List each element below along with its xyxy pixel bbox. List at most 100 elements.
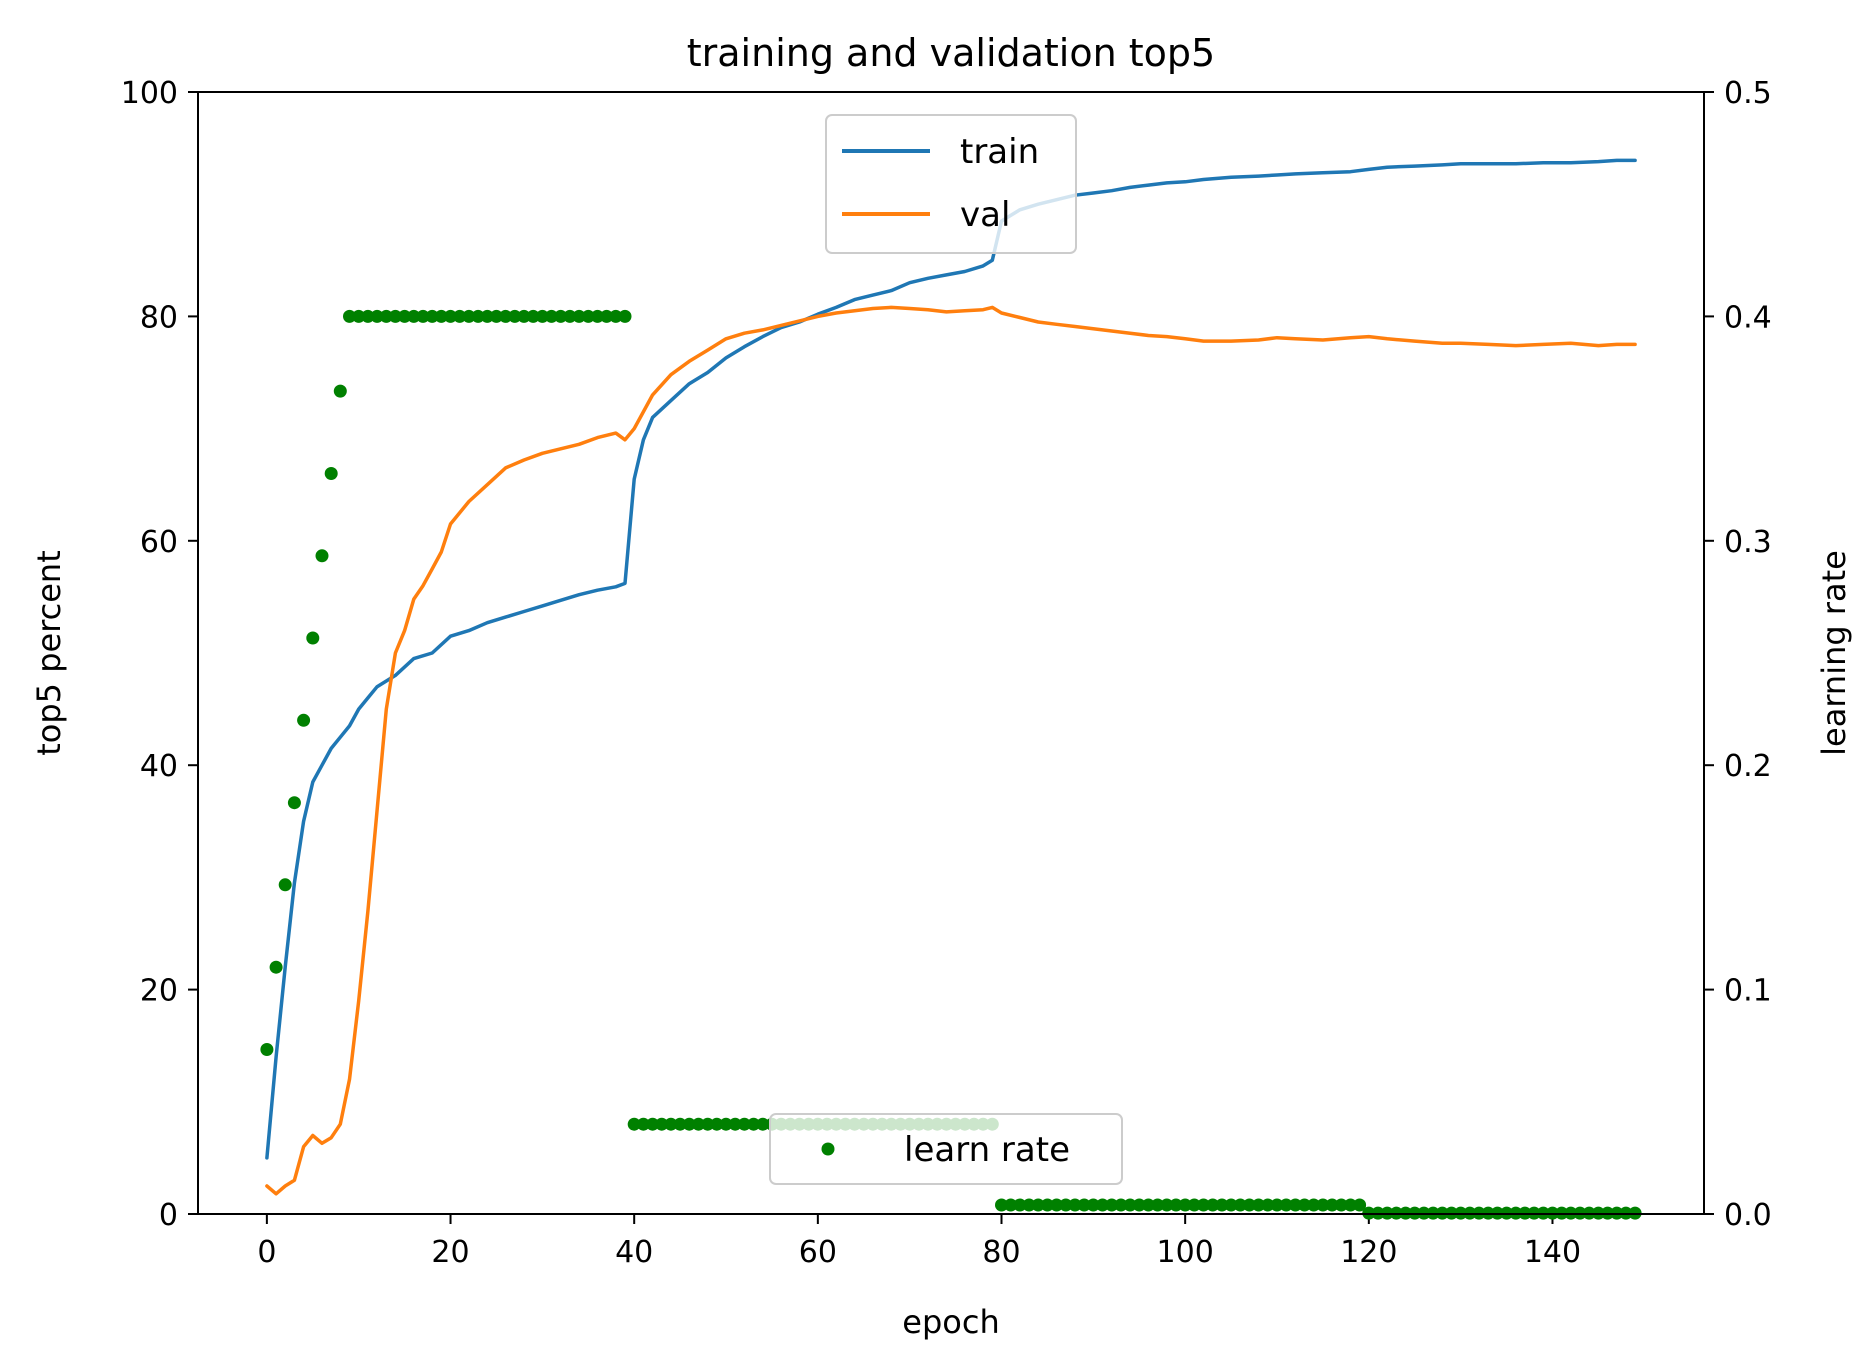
series-learn-rate-point <box>1178 1198 1192 1212</box>
series-learn-rate-point <box>1105 1198 1119 1212</box>
y-axis-label: top5 percent <box>30 550 68 756</box>
series-val-line <box>265 305 1637 1196</box>
series-learn-rate-point <box>1215 1198 1229 1212</box>
y-tick-label: 0 <box>159 1198 178 1233</box>
series-learn-rate-point <box>453 309 467 323</box>
series-learn-rate-point <box>398 309 412 323</box>
series-learn-rate-point <box>1288 1198 1302 1212</box>
series-learn-rate-point <box>1252 1198 1266 1212</box>
y2-tick-label: 0.0 <box>1724 1198 1772 1233</box>
plot-frame <box>197 91 1705 1215</box>
series-learn-rate-point <box>526 309 540 323</box>
series-learn-rate-point <box>535 309 549 323</box>
series-learn-rate-point <box>278 878 292 892</box>
series-learn-rate-point <box>655 1117 669 1131</box>
series-learn-rate-point <box>1068 1198 1082 1212</box>
x-axis-ticks: 0 20 40 60 80 100 120 140 <box>257 1214 1581 1270</box>
series-learn-rate-point <box>591 309 604 323</box>
y-tick-label: 80 <box>140 300 178 335</box>
y2-axis-label: learning rate <box>1815 550 1853 756</box>
y-axis-ticks: 0 20 40 60 80 100 <box>121 76 198 1233</box>
series-learn-rate-point <box>370 309 384 323</box>
series-learn-rate-point <box>545 309 558 323</box>
series-learn-rate-point <box>1169 1198 1183 1212</box>
series-learn-rate-point <box>609 309 623 323</box>
y-tick-label: 100 <box>121 76 178 111</box>
series-learn-rate-point <box>1344 1198 1357 1212</box>
y2-tick-label: 0.3 <box>1724 525 1772 560</box>
series-learn-rate-point <box>673 1117 687 1131</box>
series-learn-rate-point <box>1233 1198 1247 1212</box>
series-learn-rate-point <box>1077 1198 1091 1212</box>
series-learn-rate-point <box>1132 1198 1146 1212</box>
series-learn-rate-point <box>1141 1198 1155 1212</box>
series-learn-rate-point <box>701 1117 715 1131</box>
series-learn-rate-point <box>416 309 430 323</box>
series-learn-rate-point <box>737 1117 751 1131</box>
series-learn-rate-point <box>664 1117 678 1131</box>
series-learn-rate-point <box>636 1117 650 1131</box>
series-learn-rate-point <box>682 1117 696 1131</box>
legend-val-label: val <box>960 195 1010 235</box>
series-learn-rate-point <box>756 1117 770 1131</box>
series-learn-rate-point <box>333 384 347 398</box>
series-learn-rate-point <box>388 309 402 323</box>
series-learn-rate-point <box>425 309 439 323</box>
y-tick-label: 60 <box>140 525 178 560</box>
legend-train-label: train <box>960 132 1039 172</box>
series-learn-rate-point <box>1086 1198 1100 1212</box>
x-tick-label: 120 <box>1340 1235 1397 1270</box>
series-learn-rate-point <box>444 309 457 323</box>
series-learn-rate-point <box>1059 1198 1073 1212</box>
series-learn-rate-point <box>1187 1198 1201 1212</box>
series-learn-rate-point <box>1096 1198 1109 1212</box>
legend-learn-rate-marker <box>821 1142 835 1156</box>
y-tick-label: 20 <box>140 974 178 1009</box>
x-axis-label: epoch <box>902 1303 999 1341</box>
series-learn-rate-point <box>517 309 531 323</box>
series-learn-rate-point <box>995 1198 1008 1212</box>
series-learn-rate-point <box>1114 1198 1128 1212</box>
series-learn-rate-point <box>489 309 503 323</box>
series-learn-rate-point <box>747 1117 761 1131</box>
series-learn-rate-point <box>719 1117 733 1131</box>
series-learn-rate-point <box>1123 1198 1137 1212</box>
series-learn-rate-point <box>1270 1198 1284 1212</box>
series-learn-rate-point <box>1160 1198 1174 1212</box>
x-tick-label: 60 <box>799 1235 837 1270</box>
series-learn-rate-point <box>306 631 320 645</box>
series-learn-rate-point <box>287 796 301 810</box>
series-learn-rate-point <box>572 309 586 323</box>
series-learn-rate-point <box>324 467 338 480</box>
series-learn-rate-point <box>297 713 311 727</box>
series-learn-rate-point <box>646 1117 660 1131</box>
series-learn-rate-point <box>1004 1198 1018 1212</box>
x-tick-label: 100 <box>1157 1235 1214 1270</box>
series-learn-rate-point <box>1353 1198 1367 1212</box>
x-tick-label: 20 <box>431 1235 469 1270</box>
series-learn-rate-point <box>343 309 356 323</box>
legend-bottom-box <box>769 1113 1123 1185</box>
series-learn-rate-point <box>361 309 375 323</box>
series-learn-rate-point <box>554 309 568 323</box>
x-tick-label: 0 <box>257 1235 276 1270</box>
series-learn-rate-point <box>1279 1198 1293 1212</box>
series-learn-rate-point <box>581 309 595 323</box>
series-learn-rate-point <box>508 309 522 323</box>
series-learn-rate-point <box>1031 1198 1045 1212</box>
x-tick-label: 40 <box>615 1235 653 1270</box>
series-learn-rate-point <box>1325 1198 1339 1212</box>
series-learn-rate-point <box>1206 1198 1220 1212</box>
legend-bottom: learn rate <box>769 1113 1123 1185</box>
x-tick-label: 80 <box>982 1235 1020 1270</box>
y-tick-label: 40 <box>140 749 178 784</box>
series-learn-rate-point <box>1242 1198 1256 1212</box>
series-learn-rate-point <box>692 1117 705 1131</box>
series-learn-rate-point <box>1261 1198 1275 1212</box>
series-learn-rate-point <box>269 960 283 974</box>
y2-tick-label: 0.2 <box>1724 749 1772 784</box>
series-learn-rate-point <box>710 1117 724 1131</box>
series-learn-rate-point <box>627 1117 641 1131</box>
series-learn-rate-point <box>1307 1198 1321 1212</box>
